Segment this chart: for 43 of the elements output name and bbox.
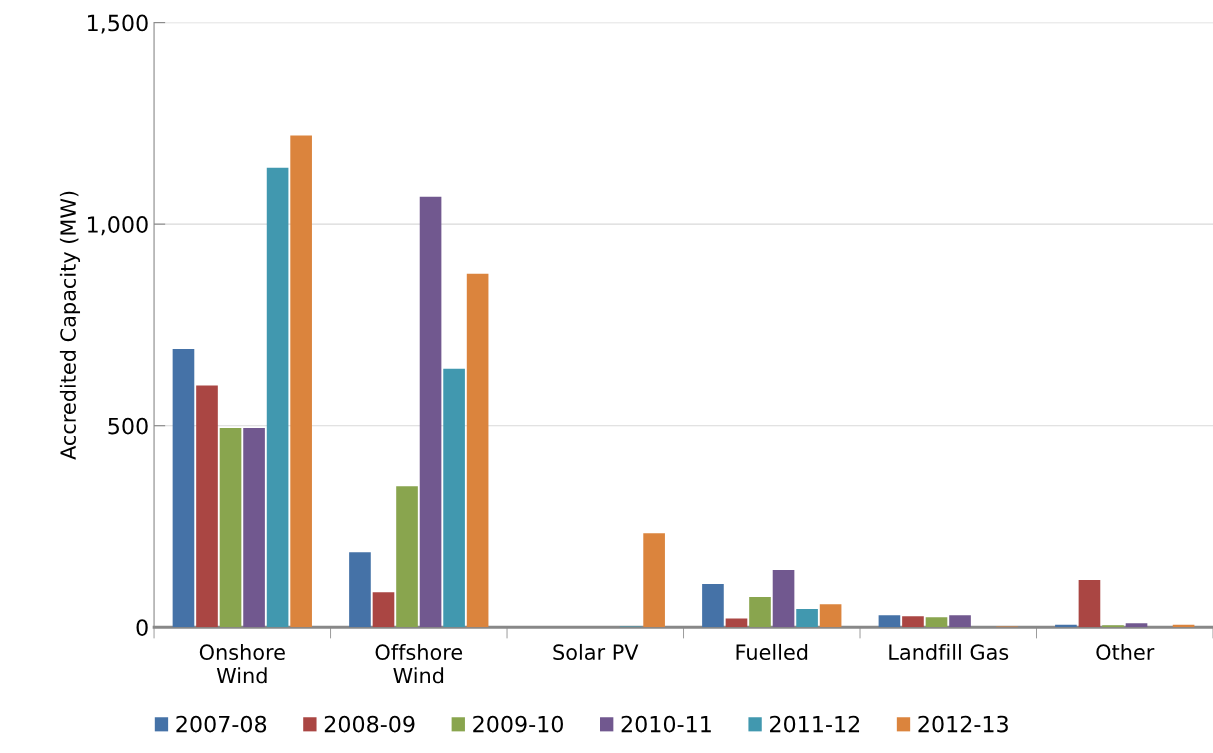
y-tick-label: 1,500 — [88, 14, 148, 34]
bar — [466, 273, 489, 628]
x-tick-label: Other — [1096, 643, 1155, 661]
bar — [1125, 623, 1148, 628]
y-tick-label: 500 — [108, 417, 148, 435]
bar — [643, 533, 665, 628]
legend-label: 2012-13 — [918, 715, 1008, 733]
bar — [902, 616, 924, 628]
y-axis-title: Accredited Capacity (MW) — [59, 191, 81, 460]
bar — [372, 592, 395, 628]
legend-label: 2010-11 — [621, 715, 711, 733]
bar — [819, 604, 842, 628]
x-tick-label: Landfill Gas — [889, 643, 1009, 661]
bar — [925, 617, 948, 628]
x-tick-label: Onshore Wind — [199, 643, 285, 684]
legend-label: 2007-08 — [176, 715, 267, 733]
y-tick-label: 1,000 — [88, 216, 148, 236]
bar — [172, 349, 195, 628]
x-tick-label: Fuelled — [736, 643, 808, 661]
legend-label: 2011-12 — [770, 715, 860, 733]
bar — [878, 615, 901, 628]
bar — [949, 615, 971, 628]
bar — [419, 196, 442, 628]
bar — [266, 167, 289, 628]
x-tick-label: Solar PV — [553, 643, 639, 661]
bar — [443, 368, 465, 628]
legend-label: 2008-09 — [324, 715, 415, 733]
bar — [772, 570, 795, 628]
bar — [1102, 625, 1124, 628]
bar — [290, 135, 312, 628]
bar — [725, 618, 748, 628]
bar — [349, 552, 371, 628]
bar — [243, 428, 265, 628]
bar — [396, 486, 418, 628]
legend-label: 2009-10 — [473, 715, 563, 733]
bar — [796, 609, 818, 628]
bar — [196, 385, 218, 628]
bar — [219, 428, 242, 628]
x-tick-label: Offshore Wind — [375, 643, 463, 684]
bar — [702, 584, 724, 628]
bar — [1078, 580, 1101, 628]
y-tick-label: 0 — [136, 619, 148, 637]
bar — [749, 597, 771, 628]
